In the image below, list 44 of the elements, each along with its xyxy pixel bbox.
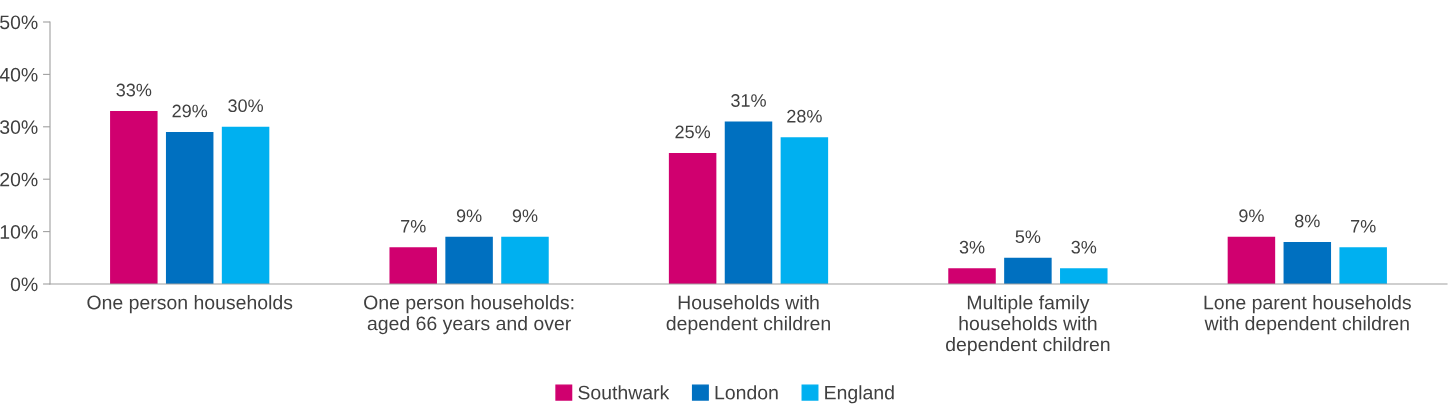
bar: [1060, 268, 1108, 284]
bar: [1227, 236, 1276, 284]
bar: [1004, 257, 1052, 284]
bar: [501, 236, 549, 284]
data-label: 9%: [1239, 209, 1264, 223]
bar: [1339, 247, 1387, 284]
bar: [724, 121, 773, 284]
data-label: 30%: [228, 99, 264, 113]
y-tick-label: 0%: [10, 277, 38, 292]
legend-label: Southwark: [578, 385, 670, 400]
data-label: 28%: [787, 109, 822, 123]
data-label: 9%: [512, 209, 538, 223]
bar: [668, 153, 717, 284]
x-tick-label: One person households: [87, 295, 293, 314]
data-label: 3%: [1071, 240, 1097, 254]
bar: [948, 268, 996, 284]
x-tick-label: One person households: aged 66 years and over: [364, 295, 574, 335]
bar: [165, 132, 214, 284]
data-label: 29%: [172, 104, 208, 118]
y-tick-label: 10%: [0, 225, 38, 239]
bar: [110, 111, 158, 284]
data-label: 33%: [116, 83, 152, 97]
x-tick-label: Lone parent households with dependent children: [1204, 295, 1411, 335]
y-tick-label: 40%: [0, 67, 38, 82]
y-tick-label: 30%: [0, 120, 38, 135]
data-label: 9%: [456, 209, 482, 223]
y-tick-label: 20%: [0, 172, 38, 187]
bar: [221, 126, 270, 284]
bar: [1283, 242, 1332, 284]
y-tick-label: 50%: [0, 15, 38, 30]
legend-label: England: [825, 385, 894, 404]
x-tick-label: Households with dependent children: [666, 295, 830, 335]
data-label: 8%: [1295, 214, 1320, 228]
bar: [445, 236, 493, 284]
x-tick-label: Multiple family households with dependent children: [946, 295, 1110, 356]
data-label: 7%: [401, 219, 426, 233]
data-label: 3%: [959, 240, 985, 254]
data-label: 31%: [731, 94, 766, 107]
data-label: 5%: [1015, 230, 1041, 244]
data-label: 7%: [1351, 219, 1376, 233]
data-label: 25%: [675, 125, 711, 139]
legend-label: London: [715, 385, 778, 400]
bar: [780, 137, 829, 284]
bar: [389, 247, 437, 284]
